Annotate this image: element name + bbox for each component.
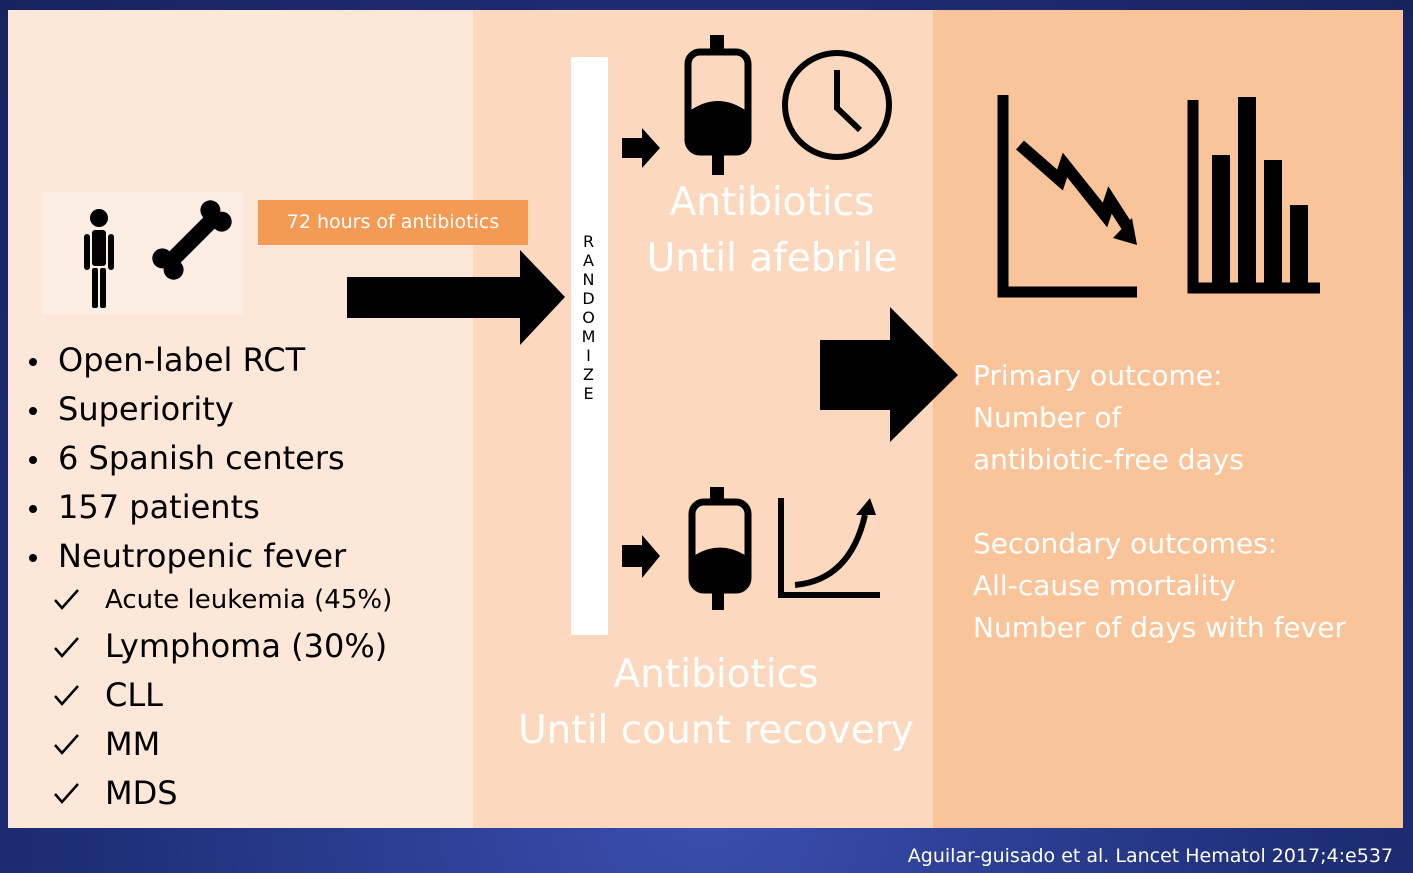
arm-title: Antibiotics xyxy=(669,180,875,225)
bullet: Neutropenic fever xyxy=(58,537,347,575)
clock-icon xyxy=(782,50,892,160)
arrow xyxy=(347,250,565,345)
sub-bullet: Lymphoma (30%) xyxy=(105,627,388,665)
skeleton-icon xyxy=(84,209,114,308)
checkmarks xyxy=(54,589,79,804)
sub-bullet: MDS xyxy=(105,774,178,812)
sub-bullet: MM xyxy=(105,725,161,763)
bullet: Superiority xyxy=(58,390,234,428)
arm-subtitle: Until afebrile xyxy=(646,236,898,281)
arm-subtitle: Until count recovery xyxy=(518,708,914,753)
intervention-label: 72 hours of antibiotics xyxy=(258,200,528,245)
bone-icon xyxy=(152,200,232,280)
iv-bag-icon xyxy=(688,487,752,610)
outcome-line: Number of xyxy=(973,401,1122,434)
arrow xyxy=(622,128,660,168)
bullet: 157 patients xyxy=(58,488,260,526)
outcome-line: Secondary outcomes: xyxy=(973,527,1278,560)
iv-bag-icon xyxy=(684,35,752,175)
randomize-bar xyxy=(571,57,608,635)
outcome-line: Number of days with fever xyxy=(973,611,1346,644)
sub-bullet: CLL xyxy=(105,676,163,714)
decline-chart-icon xyxy=(997,95,1137,298)
arrow xyxy=(622,535,660,578)
citation: Aguilar-guisado et al. Lancet Hematol 20… xyxy=(907,845,1393,867)
growth-chart-icon xyxy=(778,498,880,598)
bullet: 6 Spanish centers xyxy=(58,439,345,477)
left-panel xyxy=(8,10,473,828)
bar-chart-icon xyxy=(1187,97,1320,294)
sub-bullet: Acute leukemia (45%) xyxy=(105,585,393,615)
arm-title: Antibiotics xyxy=(613,652,819,697)
outcome-line: Primary outcome: xyxy=(973,359,1223,392)
arrow xyxy=(820,307,958,442)
outcome-line: antibiotic-free days xyxy=(973,443,1244,476)
bullet-dots xyxy=(29,358,37,562)
bullet: Open-label RCT xyxy=(58,341,306,379)
randomize-label: RANDOMIZE xyxy=(579,232,598,403)
outcome-line: All-cause mortality xyxy=(973,569,1236,602)
right-panel xyxy=(933,10,1403,828)
